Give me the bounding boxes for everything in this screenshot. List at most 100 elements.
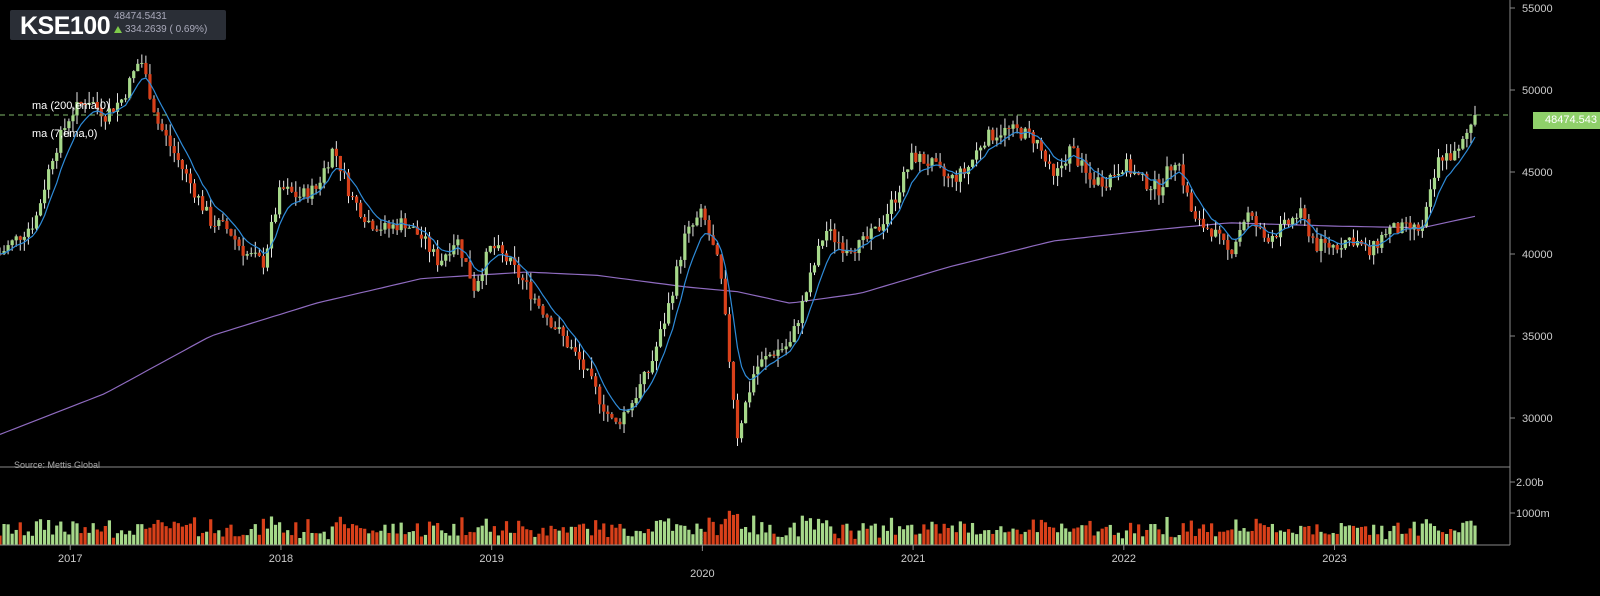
candle-body xyxy=(47,169,51,190)
volume-bar xyxy=(1445,533,1449,545)
volume-bar xyxy=(233,536,237,545)
volume-bar xyxy=(1084,525,1088,545)
candle-body xyxy=(371,220,375,230)
candle-body xyxy=(650,361,655,373)
candle-body xyxy=(1157,179,1161,196)
candle-body xyxy=(1416,224,1420,231)
volume-bar xyxy=(942,523,946,545)
candle-body xyxy=(205,206,209,211)
candle-body xyxy=(233,235,237,240)
volume-bar xyxy=(1380,525,1384,545)
volume-bar xyxy=(1056,532,1060,545)
candle-body xyxy=(1031,132,1035,144)
volume-bar xyxy=(569,526,573,545)
volume-bar xyxy=(42,529,47,545)
candle-body xyxy=(1428,189,1433,207)
volume-bar xyxy=(573,526,578,545)
candle-body xyxy=(1133,172,1137,174)
volume-bar xyxy=(342,524,347,545)
candle-body xyxy=(614,417,618,422)
candle-body xyxy=(294,191,298,198)
candle-body xyxy=(1258,226,1262,228)
volume-bar xyxy=(1128,522,1133,545)
volume-bar xyxy=(1149,524,1153,545)
volume-bar xyxy=(760,522,764,545)
candle-body xyxy=(241,245,245,256)
candle-body xyxy=(1445,153,1449,161)
candle-body xyxy=(906,169,910,172)
candle-body xyxy=(245,254,249,256)
volume-bar xyxy=(1372,524,1376,545)
volume-bar xyxy=(18,522,22,545)
volume-bar xyxy=(780,536,784,545)
volume-bar xyxy=(310,532,314,545)
candle-body xyxy=(103,116,107,122)
volume-bar xyxy=(180,526,184,545)
volume-bar xyxy=(820,523,825,545)
volume-bar xyxy=(513,532,517,545)
candle-body xyxy=(930,158,934,166)
candle-body xyxy=(748,392,752,403)
candle-body xyxy=(950,174,954,179)
volume-bar xyxy=(1161,534,1165,545)
candle-body xyxy=(1335,245,1339,250)
candle-body xyxy=(812,265,817,273)
volume-bar xyxy=(541,527,545,545)
volume-bar xyxy=(893,534,898,545)
candle-body xyxy=(979,147,983,151)
volume-bar xyxy=(1319,531,1323,545)
volume-bar xyxy=(926,529,930,545)
candle-body xyxy=(22,236,26,240)
volume-bar xyxy=(581,523,586,545)
candle-body xyxy=(776,349,780,356)
candle-body xyxy=(687,226,691,234)
candle-body xyxy=(788,342,792,347)
volume-bar xyxy=(302,531,306,545)
volume-bar xyxy=(480,525,484,545)
volume-bar xyxy=(1262,525,1266,545)
candle-body xyxy=(861,236,865,241)
volume-bar xyxy=(634,530,638,545)
candle-body xyxy=(585,368,590,370)
candle-body xyxy=(237,239,241,246)
candle-body xyxy=(1424,206,1428,227)
candle-body xyxy=(253,252,257,254)
candle-body xyxy=(918,154,922,162)
candle-body xyxy=(970,159,975,167)
volume-bar xyxy=(1311,534,1315,545)
candle-body xyxy=(1355,241,1360,246)
volume-bar xyxy=(217,530,221,545)
volume-bar xyxy=(735,513,740,545)
volume-bar xyxy=(391,523,395,545)
volume-bar xyxy=(1072,528,1076,545)
candle-body xyxy=(136,63,140,72)
volume-bar xyxy=(557,530,561,545)
volume-bar xyxy=(614,527,618,545)
volume-bar xyxy=(71,521,75,545)
candle-body xyxy=(910,152,914,170)
volume-bar xyxy=(577,524,582,545)
candle-body xyxy=(529,281,533,300)
candle-body xyxy=(865,236,869,239)
volume-bar xyxy=(918,533,922,545)
candle-body xyxy=(1072,146,1076,149)
candle-body xyxy=(1003,127,1007,136)
volume-bar xyxy=(703,531,707,545)
candle-body xyxy=(1351,237,1356,246)
candle-body xyxy=(723,278,727,315)
candle-body xyxy=(877,226,881,231)
volume-bar xyxy=(294,522,298,545)
candle-body xyxy=(1234,241,1238,255)
candle-body xyxy=(472,278,476,291)
candle-body xyxy=(902,171,906,193)
candle-body xyxy=(1457,148,1461,151)
volume-bar xyxy=(792,522,796,545)
volume-bar xyxy=(950,525,954,545)
volume-bar xyxy=(387,532,391,545)
candle-body xyxy=(557,327,561,330)
candle-body xyxy=(1092,179,1096,185)
volume-bar xyxy=(731,514,736,545)
volume-bar xyxy=(630,536,634,545)
candle-body xyxy=(261,255,265,268)
